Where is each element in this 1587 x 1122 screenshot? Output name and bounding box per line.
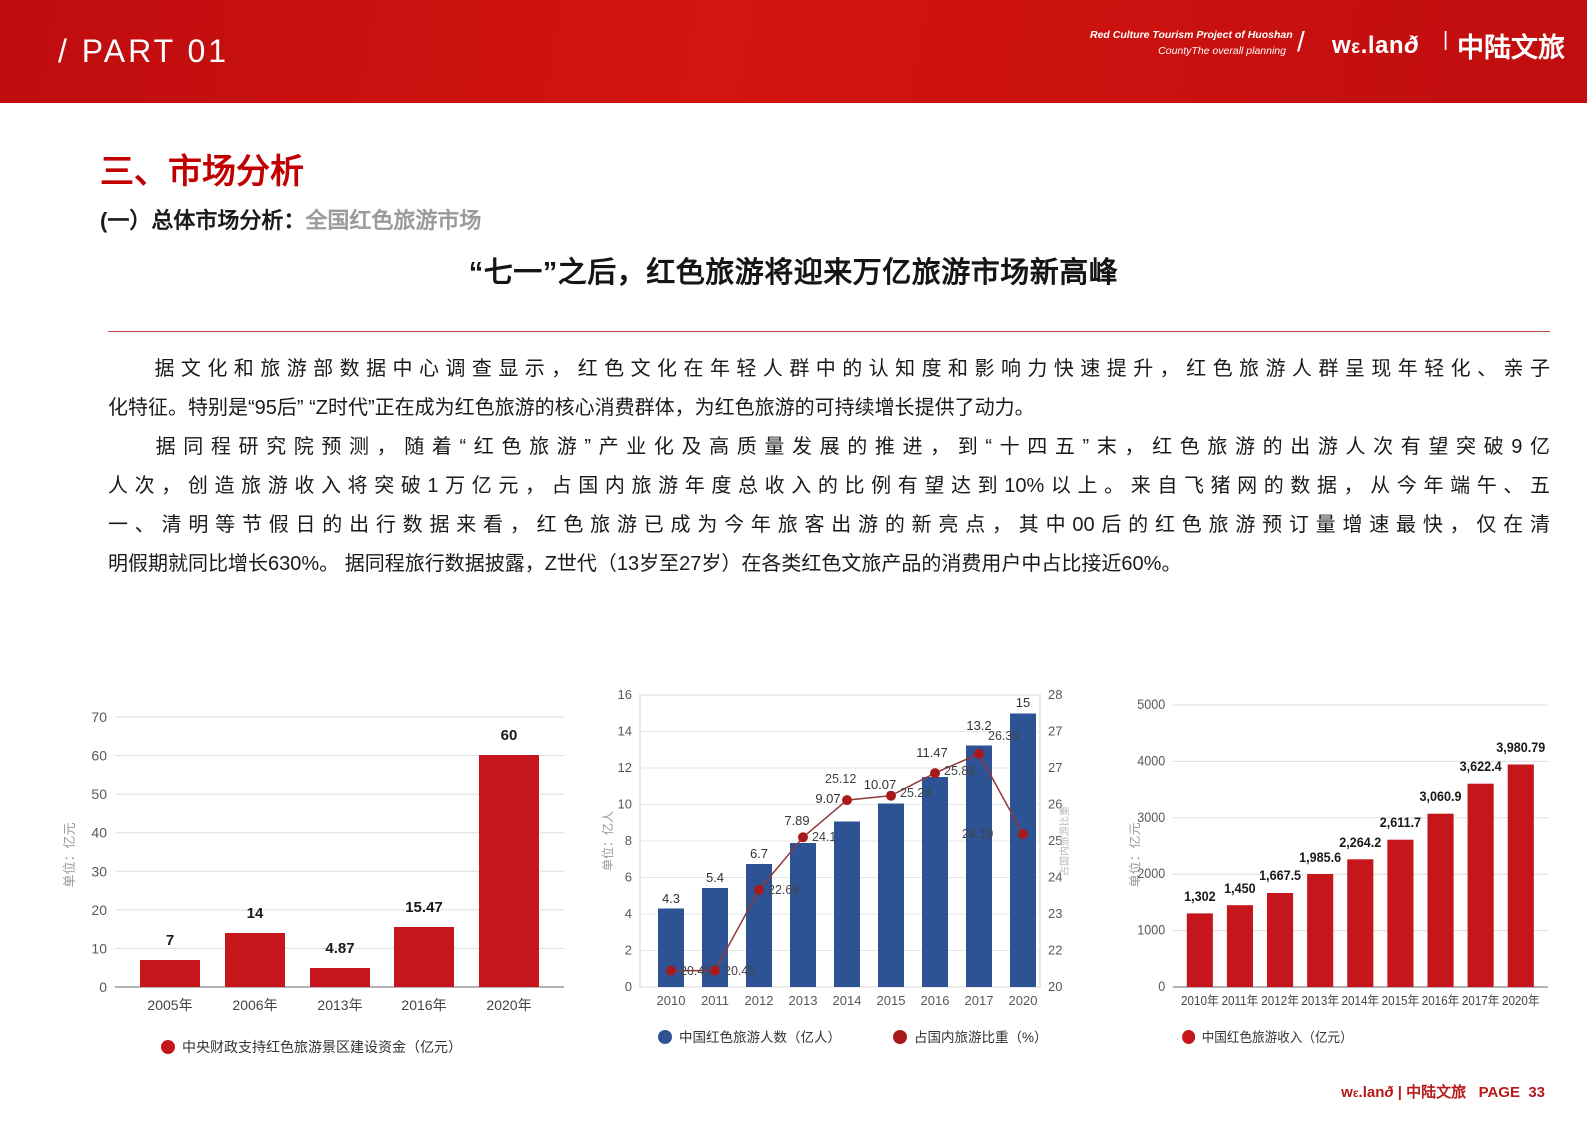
svg-text:5.4: 5.4 bbox=[706, 870, 724, 885]
svg-text:15: 15 bbox=[1016, 695, 1030, 710]
svg-text:26.39: 26.39 bbox=[988, 729, 1019, 743]
svg-text:6: 6 bbox=[625, 870, 632, 885]
svg-text:15.47: 15.47 bbox=[405, 899, 443, 916]
svg-text:2020年: 2020年 bbox=[1502, 994, 1540, 1008]
svg-text:1,985.6: 1,985.6 bbox=[1299, 850, 1341, 866]
svg-text:2014年: 2014年 bbox=[1342, 994, 1380, 1008]
svg-text:2015年: 2015年 bbox=[1382, 994, 1420, 1008]
svg-text:2015: 2015 bbox=[877, 993, 906, 1008]
svg-text:10: 10 bbox=[618, 797, 632, 812]
svg-text:8: 8 bbox=[625, 833, 632, 848]
svg-text:0: 0 bbox=[99, 979, 107, 995]
svg-text:2006年: 2006年 bbox=[232, 997, 277, 1013]
svg-text:40: 40 bbox=[91, 825, 107, 841]
svg-text:2010年: 2010年 bbox=[1181, 994, 1219, 1008]
svg-text:0: 0 bbox=[1158, 979, 1165, 995]
svg-text:2011年: 2011年 bbox=[1222, 994, 1259, 1008]
svg-text:24.1: 24.1 bbox=[812, 830, 836, 844]
svg-text:2016: 2016 bbox=[921, 993, 950, 1008]
svg-text:3,622.4: 3,622.4 bbox=[1460, 759, 1503, 775]
svg-text:14: 14 bbox=[247, 905, 264, 922]
svg-text:10.07: 10.07 bbox=[864, 777, 897, 792]
svg-text:10: 10 bbox=[91, 940, 107, 956]
svg-text:1,667.5: 1,667.5 bbox=[1259, 868, 1301, 884]
svg-text:12: 12 bbox=[618, 760, 632, 775]
svg-text:22: 22 bbox=[1048, 943, 1062, 958]
svg-text:2013年: 2013年 bbox=[1301, 994, 1339, 1008]
svg-text:2016年: 2016年 bbox=[1422, 994, 1460, 1008]
svg-text:0: 0 bbox=[625, 979, 632, 994]
svg-text:4.3: 4.3 bbox=[662, 891, 680, 906]
svg-text:中国红色旅游收入（亿元）: 中国红色旅游收入（亿元） bbox=[1202, 1030, 1353, 1046]
svg-text:20.45: 20.45 bbox=[724, 964, 755, 978]
svg-text:2012年: 2012年 bbox=[1261, 994, 1299, 1008]
svg-text:占国内旅游比重（%）: 占国内旅游比重（%） bbox=[914, 1030, 1048, 1045]
svg-text:70: 70 bbox=[91, 709, 107, 725]
svg-text:11.47: 11.47 bbox=[916, 745, 948, 760]
svg-text:25.86: 25.86 bbox=[944, 764, 975, 778]
svg-text:50: 50 bbox=[91, 786, 107, 802]
svg-text:3,060.9: 3,060.9 bbox=[1420, 789, 1462, 805]
svg-text:2013: 2013 bbox=[789, 993, 818, 1008]
svg-text:占国内旅游比重: 占国内旅游比重 bbox=[1058, 806, 1071, 876]
svg-text:2020年: 2020年 bbox=[486, 997, 531, 1013]
svg-text:2,611.7: 2,611.7 bbox=[1380, 815, 1421, 831]
svg-text:1000: 1000 bbox=[1137, 922, 1165, 938]
svg-text:6.7: 6.7 bbox=[750, 846, 768, 861]
svg-text:2017年: 2017年 bbox=[1462, 994, 1500, 1008]
svg-text:25.12: 25.12 bbox=[825, 772, 856, 786]
svg-text:4.87: 4.87 bbox=[325, 940, 354, 957]
svg-text:4000: 4000 bbox=[1137, 753, 1165, 769]
svg-text:2,264.2: 2,264.2 bbox=[1339, 835, 1381, 851]
svg-text:2020: 2020 bbox=[1009, 993, 1038, 1008]
svg-text:28: 28 bbox=[1048, 687, 1062, 702]
svg-text:2012: 2012 bbox=[745, 993, 774, 1008]
svg-text:2: 2 bbox=[625, 943, 632, 958]
svg-text:20: 20 bbox=[1048, 979, 1062, 994]
svg-text:2016年: 2016年 bbox=[401, 997, 446, 1013]
svg-text:16: 16 bbox=[618, 687, 632, 702]
svg-text:24.19: 24.19 bbox=[962, 827, 993, 841]
svg-text:7.89: 7.89 bbox=[784, 813, 809, 828]
svg-text:单位：亿元: 单位：亿元 bbox=[1129, 822, 1143, 887]
svg-text:25.24: 25.24 bbox=[900, 786, 931, 800]
svg-text:27: 27 bbox=[1048, 724, 1062, 739]
svg-text:2010: 2010 bbox=[657, 993, 686, 1008]
svg-text:22.66: 22.66 bbox=[768, 883, 799, 897]
svg-text:中央财政支持红色旅游景区建设资金（亿元）: 中央财政支持红色旅游景区建设资金（亿元） bbox=[182, 1039, 462, 1055]
svg-text:3,980.79: 3,980.79 bbox=[1496, 740, 1545, 756]
svg-text:2005年: 2005年 bbox=[147, 997, 192, 1013]
svg-text:9.07: 9.07 bbox=[815, 791, 840, 806]
svg-text:20.45: 20.45 bbox=[680, 964, 711, 978]
svg-text:单位：亿人: 单位：亿人 bbox=[600, 811, 615, 871]
svg-text:60: 60 bbox=[501, 727, 518, 744]
svg-text:14: 14 bbox=[618, 724, 632, 739]
svg-text:2011: 2011 bbox=[701, 993, 729, 1008]
svg-text:20: 20 bbox=[91, 902, 107, 918]
svg-text:7: 7 bbox=[166, 932, 174, 949]
svg-text:单位：亿元: 单位：亿元 bbox=[62, 822, 77, 887]
svg-text:2013年: 2013年 bbox=[317, 997, 362, 1013]
svg-text:4: 4 bbox=[625, 906, 632, 921]
svg-text:5000: 5000 bbox=[1137, 697, 1165, 713]
svg-text:2014: 2014 bbox=[833, 993, 862, 1008]
svg-text:23: 23 bbox=[1048, 906, 1062, 921]
svg-text:60: 60 bbox=[91, 748, 107, 764]
svg-text:1,302: 1,302 bbox=[1184, 889, 1216, 905]
svg-text:2017: 2017 bbox=[965, 993, 994, 1008]
svg-text:27: 27 bbox=[1048, 760, 1062, 775]
svg-text:1,450: 1,450 bbox=[1224, 881, 1256, 897]
svg-text:中国红色旅游人数（亿人）: 中国红色旅游人数（亿人） bbox=[679, 1029, 841, 1045]
svg-text:30: 30 bbox=[91, 863, 107, 879]
